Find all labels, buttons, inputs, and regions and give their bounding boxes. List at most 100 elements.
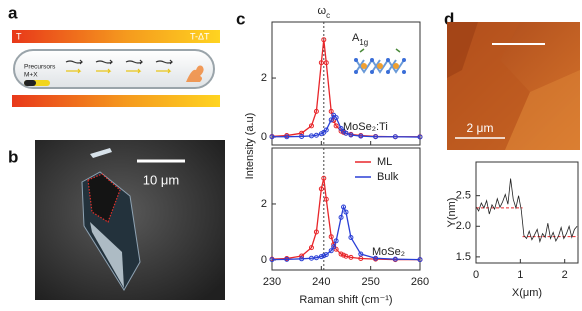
sample-annotation: MoSe₂:Ti	[343, 121, 388, 133]
flake	[90, 148, 112, 158]
peak-annotation-sub: 1g	[359, 38, 368, 47]
data-point	[308, 123, 314, 129]
data-point	[269, 257, 275, 263]
y-tick-label: 0	[261, 131, 267, 143]
heater-bar	[12, 95, 220, 107]
data-point	[308, 245, 314, 251]
panel-label: b	[8, 147, 18, 166]
data-point	[348, 132, 354, 138]
chart-title: ωc	[318, 5, 331, 20]
data-point	[269, 134, 275, 140]
data-point	[333, 115, 339, 121]
afm-image: 2 μm	[447, 22, 580, 150]
data-point	[321, 175, 327, 181]
data-point	[299, 130, 305, 136]
x-tick-label: 2	[562, 269, 568, 281]
x-tick-label: 260	[411, 276, 429, 288]
data-point	[328, 108, 334, 114]
data-point	[343, 253, 349, 259]
hot-zone-bar	[12, 30, 220, 43]
y-tick-label: 2	[261, 72, 267, 84]
y-tick-label: 2.0	[456, 220, 471, 232]
deposit-flake	[186, 65, 204, 82]
data-point	[323, 252, 329, 258]
data-point	[373, 134, 379, 140]
data-point	[318, 254, 324, 260]
data-point	[313, 132, 319, 138]
data-point	[323, 60, 329, 66]
peak-annotation: A1g	[352, 32, 368, 47]
plot-frame	[271, 147, 421, 271]
data-point	[313, 229, 319, 235]
data-point	[392, 256, 398, 262]
data-point	[333, 238, 339, 244]
sample-annotation-main: MoSe₂	[372, 246, 405, 258]
data-point	[323, 196, 329, 202]
cold-label: T-ΔT	[190, 31, 210, 41]
terrace	[447, 22, 530, 150]
data-point	[328, 117, 334, 123]
data-point	[299, 253, 305, 259]
data-point	[308, 133, 314, 139]
terrace	[505, 70, 580, 150]
data-point	[417, 257, 423, 263]
hot-label: T	[16, 31, 22, 41]
data-point	[358, 133, 364, 139]
data-point	[417, 134, 423, 140]
x-tick-label: 230	[263, 276, 281, 288]
data-point	[284, 256, 290, 262]
data-point	[348, 235, 354, 241]
x-axis-label: Raman shift (cm⁻¹)	[299, 294, 392, 306]
data-point	[318, 186, 324, 192]
y-tick-label: 2	[261, 198, 267, 210]
crystal-structure	[354, 48, 406, 74]
data-point	[299, 256, 305, 262]
data-point	[392, 134, 398, 140]
data-point	[338, 251, 344, 257]
panel-label: a	[8, 3, 18, 22]
x-axis-label: X(μm)	[512, 287, 542, 299]
y-tick-label: 2.5	[456, 190, 471, 202]
panel-label: c	[236, 9, 245, 28]
flake	[90, 222, 124, 288]
data-point	[328, 234, 334, 240]
data-point	[343, 209, 349, 215]
quartz-tube	[13, 49, 215, 89]
y-tick-label: 0	[261, 254, 267, 266]
schematic: T T-ΔT Precursors M+X	[12, 30, 220, 107]
precursor-formula: M+X	[24, 72, 38, 79]
data-point	[333, 123, 339, 129]
gas-flow-arrows	[65, 59, 174, 74]
panel-label: d	[444, 9, 454, 28]
data-point	[299, 133, 305, 139]
scale-bar-label: 10 μm	[143, 172, 179, 187]
plot-frame	[475, 161, 579, 264]
data-point	[338, 214, 344, 220]
data-point	[321, 253, 327, 259]
data-point	[331, 244, 337, 250]
data-point	[323, 127, 329, 133]
data-point	[348, 254, 354, 260]
x-tick-label: 240	[312, 276, 330, 288]
peak-annotation-main: A	[352, 32, 360, 44]
micrograph: 10 μm	[35, 140, 225, 300]
data-point	[343, 130, 349, 136]
terrace	[447, 22, 478, 78]
precursor-label: Precursors	[24, 64, 56, 71]
series-line	[475, 178, 578, 244]
y-tick-label: 1.5	[456, 251, 471, 263]
data-point	[341, 204, 347, 210]
y-axis-label: Intensity (a.u)	[244, 113, 256, 180]
legend-label: Bulk	[377, 171, 399, 183]
precursor-boat	[24, 80, 36, 86]
scale-bar-label: 2 μm	[467, 121, 494, 135]
data-point	[313, 108, 319, 114]
plot-frame	[271, 21, 421, 146]
data-point	[313, 255, 319, 261]
chart-title-main: ω	[318, 5, 327, 17]
series-line	[271, 205, 421, 261]
data-point	[341, 252, 347, 258]
sample-annotation: MoSe₂	[372, 246, 405, 258]
data-point	[358, 251, 364, 257]
